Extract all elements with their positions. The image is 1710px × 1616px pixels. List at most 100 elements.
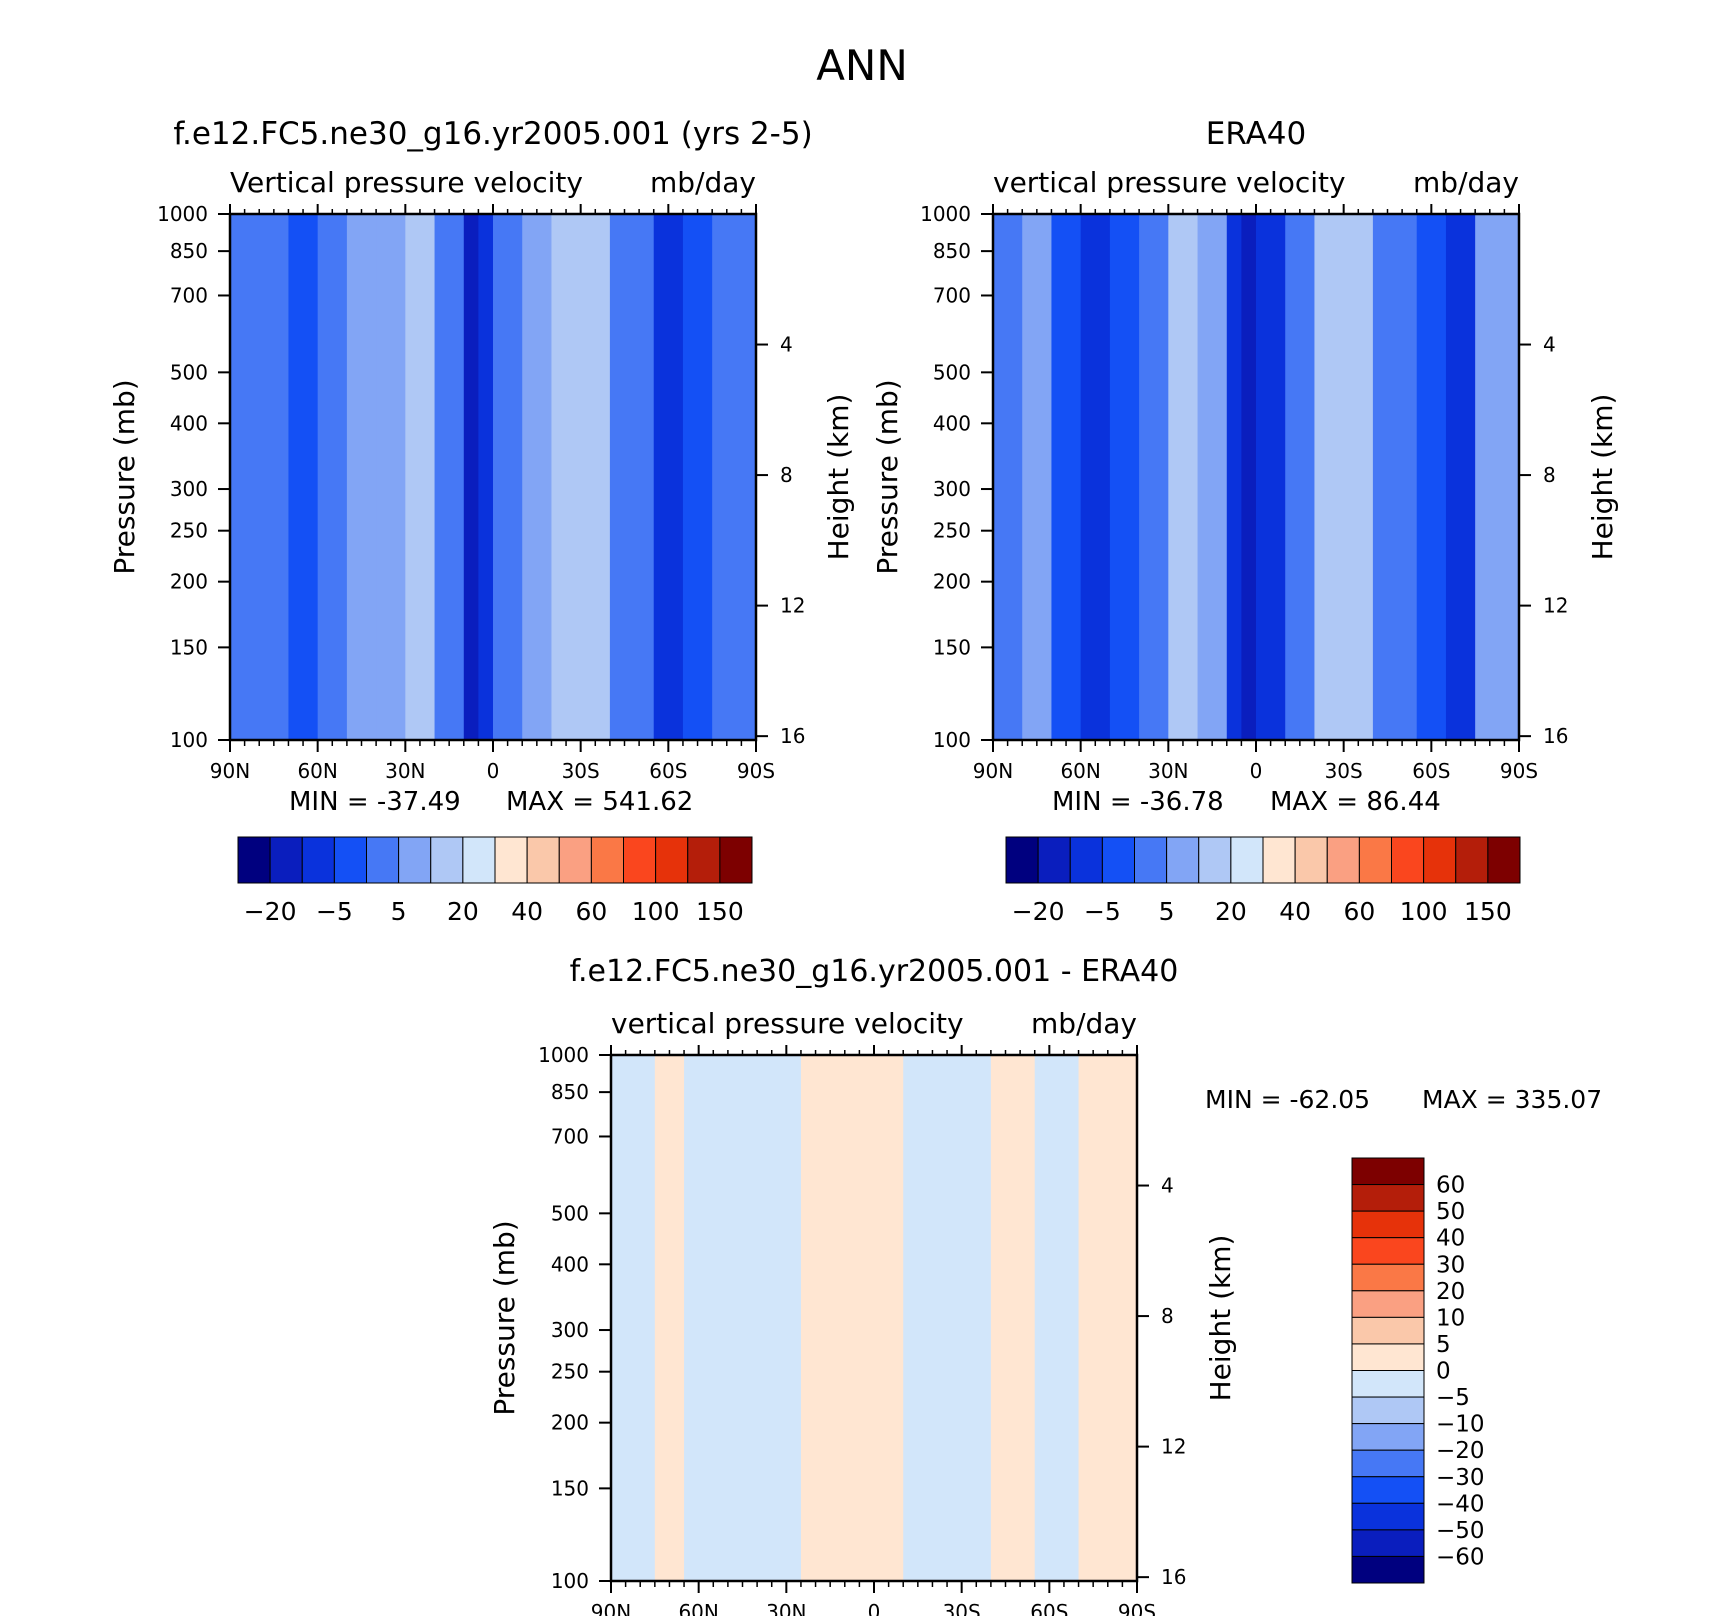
- diff-colorbar-label: −40: [1436, 1491, 1485, 1517]
- model-y-tick-label: 100: [170, 728, 208, 752]
- panel-diff: f.e12.FC5.ne30_g16.yr2005.001 - ERA40 ve…: [488, 954, 1602, 1616]
- obs-colorbar-swatch: [1455, 836, 1489, 884]
- diff-x-tick-label: 90S: [1118, 1600, 1156, 1616]
- model-colorbar-label: 40: [511, 897, 543, 926]
- panel-model-colorbar: −20 −5 5 20 40 60 100 150: [237, 836, 753, 926]
- diff-field-band: [800, 1055, 846, 1581]
- model-y-tick-label: 1000: [157, 202, 208, 226]
- obs-colorbar-swatch: [1230, 836, 1264, 884]
- obs-x-tick-label: 30N: [1148, 759, 1188, 783]
- diff-x-tick-label: 90N: [591, 1600, 631, 1616]
- obs-colorbar-swatch: [1069, 836, 1103, 884]
- diff-colorbar-swatch: [1351, 1502, 1425, 1531]
- obs-x-tick-label: 90N: [973, 759, 1013, 783]
- model-field-band: [609, 214, 655, 740]
- panel-model-ylabel: Pressure (mb): [108, 379, 141, 574]
- figure-title: ANN: [816, 41, 908, 90]
- obs-colorbar-label: 5: [1159, 897, 1175, 926]
- diff-colorbar-swatch: [1351, 1316, 1425, 1345]
- obs-y-tick-label: 1000: [920, 202, 971, 226]
- model-y-tick-label: 850: [170, 239, 208, 263]
- obs-y-tick-label: 250: [933, 519, 971, 543]
- diff-colorbar-label: 40: [1436, 1226, 1465, 1252]
- panel-diff-min-label: MIN = -62.05: [1205, 1085, 1370, 1114]
- panel-model-title: f.e12.FC5.ne30_g16.yr2005.001 (yrs 2-5): [173, 116, 812, 152]
- diff-field-band: [684, 1055, 729, 1581]
- diff-colorbar-swatch: [1351, 1210, 1425, 1239]
- model-colorbar-swatch: [430, 836, 464, 884]
- diff-y-tick-label: 250: [551, 1360, 589, 1384]
- diff-y-tick-label: 850: [551, 1080, 589, 1104]
- obs-field-band: [1343, 214, 1374, 740]
- obs-colorbar-swatch: [1005, 836, 1039, 884]
- obs-field-band: [1022, 214, 1052, 740]
- model-field-band: [712, 214, 756, 740]
- obs-field-band: [1051, 214, 1082, 740]
- panel-diff-variable: vertical pressure velocity: [611, 1007, 964, 1040]
- diff-colorbar-swatch: [1351, 1370, 1425, 1398]
- model-colorbar-label: 60: [575, 897, 607, 926]
- diff-y2-tick-label: 12: [1161, 1435, 1186, 1459]
- obs-y2-tick-label: 8: [1543, 463, 1556, 487]
- diff-colorbar-swatch: [1351, 1396, 1425, 1425]
- panel-diff-axes: 90N 60N 30N 0 30S 60S 90S 100 150 200 250 300 400 500…: [538, 1043, 1186, 1616]
- model-field-band: [682, 214, 713, 740]
- model-field-band: [376, 214, 406, 740]
- panel-obs-min-label: MIN = -36.78: [1052, 787, 1224, 817]
- obs-colorbar-swatch: [1166, 836, 1200, 884]
- obs-field-band: [1372, 214, 1418, 740]
- diff-x-tick-label: 30S: [943, 1600, 981, 1616]
- diff-field-band: [1078, 1055, 1137, 1581]
- diff-y-tick-label: 300: [551, 1318, 589, 1342]
- diff-colorbar-label: −5: [1436, 1385, 1470, 1411]
- obs-field-band: [1256, 214, 1286, 740]
- panel-obs-units: mb/day: [1413, 166, 1519, 199]
- panel-diff-max-label: MAX = 335.07: [1422, 1085, 1602, 1114]
- panel-diff-title: f.e12.FC5.ne30_g16.yr2005.001 - ERA40: [570, 954, 1179, 989]
- diff-field-band: [654, 1055, 685, 1581]
- model-colorbar-swatch: [301, 836, 335, 884]
- model-y-tick-label: 250: [170, 519, 208, 543]
- diff-colorbar-swatch: [1351, 1476, 1425, 1504]
- model-colorbar-swatch: [655, 836, 689, 884]
- obs-y-tick-label: 150: [933, 635, 971, 659]
- obs-field-band: [1241, 214, 1257, 740]
- model-x-tick-label: 60S: [649, 759, 687, 783]
- obs-colorbar-label: 150: [1464, 897, 1512, 926]
- panel-obs-title: ERA40: [1206, 116, 1307, 152]
- obs-y2-tick-label: 12: [1543, 594, 1568, 618]
- model-y-tick-label: 200: [170, 570, 208, 594]
- obs-field-band: [1226, 214, 1242, 740]
- diff-y-tick-label: 200: [551, 1411, 589, 1435]
- diff-y-tick-label: 1000: [538, 1043, 589, 1067]
- model-colorbar-label: 150: [696, 897, 744, 926]
- model-colorbar-swatch: [623, 836, 657, 884]
- model-y2-tick-label: 16: [780, 724, 805, 748]
- panel-model-y2label: Height (km): [822, 394, 855, 561]
- obs-colorbar-swatch: [1134, 836, 1168, 884]
- diff-colorbar-label: −30: [1436, 1465, 1485, 1491]
- model-field-band: [551, 214, 582, 740]
- diff-y-tick-label: 150: [551, 1476, 589, 1500]
- panel-obs-field: [993, 214, 1519, 740]
- model-y2-tick-label: 8: [780, 463, 793, 487]
- model-colorbar-swatch: [398, 836, 432, 884]
- diff-colorbar-label: 30: [1436, 1252, 1465, 1278]
- obs-colorbar-swatch: [1101, 836, 1135, 884]
- obs-x-tick-label: 30S: [1325, 759, 1363, 783]
- diff-colorbar-swatch: [1351, 1529, 1425, 1557]
- diff-colorbar-swatch: [1351, 1157, 1425, 1186]
- model-y-tick-label: 150: [170, 635, 208, 659]
- obs-x-tick-label: 60N: [1060, 759, 1100, 783]
- obs-field-band: [1445, 214, 1476, 740]
- diff-field-band: [611, 1055, 656, 1581]
- panel-model-min-label: MIN = -37.49: [289, 787, 461, 817]
- obs-colorbar-label: 20: [1215, 897, 1247, 926]
- model-colorbar-swatch: [494, 836, 528, 884]
- panel-model-field: [230, 214, 756, 740]
- model-x-tick-label: 90N: [210, 759, 250, 783]
- diff-colorbar-label: 0: [1436, 1359, 1451, 1385]
- obs-colorbar-swatch: [1423, 836, 1457, 884]
- diff-field-band: [903, 1055, 948, 1581]
- model-colorbar-label: −20: [244, 897, 297, 926]
